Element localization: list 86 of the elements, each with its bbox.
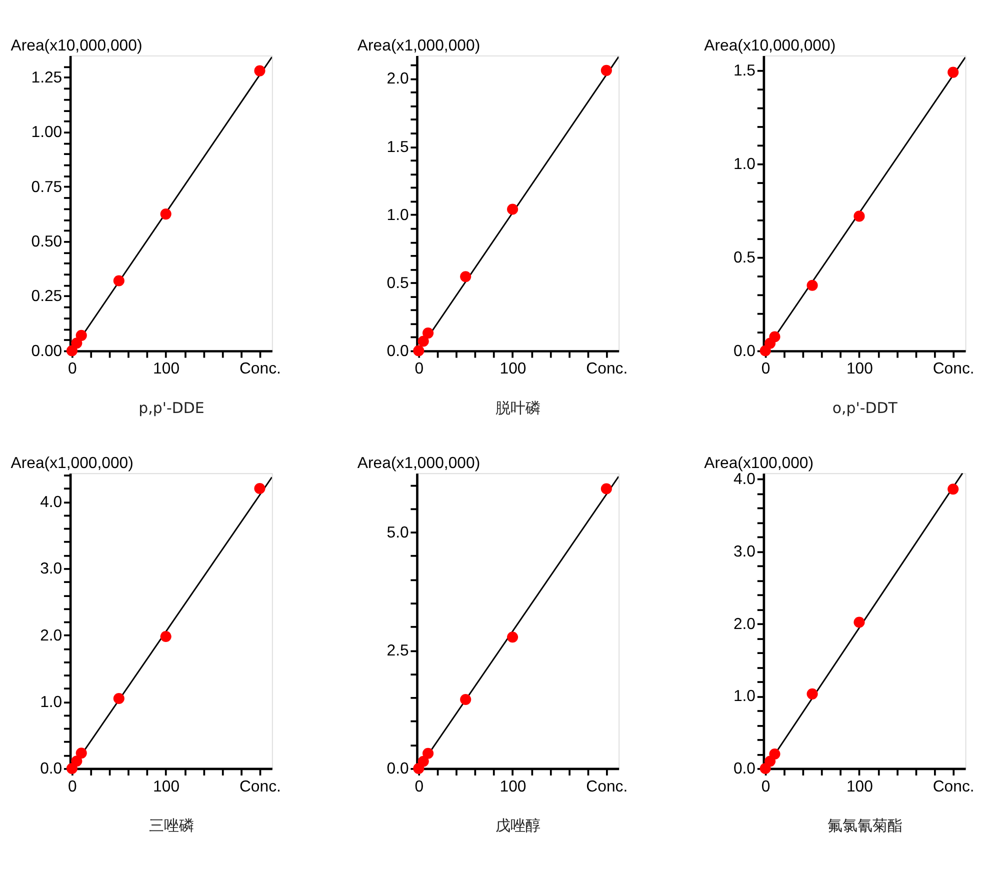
x-tick-label: 0 (414, 360, 424, 378)
x-tick-label: Conc. (586, 360, 628, 378)
x-tick-label: 0 (761, 778, 770, 796)
point (71, 756, 82, 767)
y-tick-label: 2.0 (40, 627, 62, 644)
x-tick-label: 0 (68, 360, 78, 378)
y-tick-label: 0.0 (733, 342, 756, 360)
point (76, 330, 87, 341)
point (460, 271, 472, 282)
x-tick-label: 100 (500, 360, 526, 378)
y-tick-label: 0.75 (31, 178, 62, 196)
x-axis-title: p,p'-DDE (138, 398, 204, 417)
point (769, 331, 780, 342)
point (71, 338, 82, 349)
y-tick-label: 2.0 (386, 70, 409, 88)
y-tick-label: 4.0 (733, 471, 756, 488)
x-tick-label: 0 (761, 360, 770, 378)
point (254, 482, 266, 494)
point (806, 280, 818, 291)
y-tick-label: 1.25 (31, 69, 62, 86)
x-tick-label: Conc. (932, 360, 974, 378)
y-tick-label: 0.0 (386, 342, 409, 360)
point (418, 336, 429, 347)
point (422, 328, 434, 339)
point (460, 694, 472, 706)
x-axis-title: 脱叶磷 (496, 398, 541, 417)
y-axis-title: Area(x1,000,000) (10, 455, 134, 472)
x-axis-title: 戊唑醇 (496, 816, 541, 835)
y-tick-label: 0.5 (386, 274, 409, 292)
y-tick-label: 0.0 (40, 760, 62, 778)
x-tick-label: 100 (846, 778, 874, 796)
x-axis-title: 氟氯氰菊酯 (827, 816, 902, 835)
point (507, 204, 518, 215)
y-tick-label: 1.0 (40, 694, 62, 711)
x-tick-label: Conc. (239, 360, 281, 378)
x-tick-label: 100 (500, 778, 526, 796)
point (76, 748, 87, 759)
y-axis-title: Area(x100,000) (704, 455, 814, 472)
x-axis-title: 三唑磷 (148, 816, 194, 835)
point (422, 748, 434, 759)
y-tick-label: 1.00 (31, 124, 62, 142)
point (600, 483, 612, 494)
y-tick-label: 2.0 (733, 616, 756, 633)
y-tick-label: 1.0 (386, 206, 409, 224)
point (160, 208, 172, 220)
y-tick-label: 3.0 (733, 543, 756, 560)
point (113, 692, 124, 704)
y-tick-label: 5.0 (386, 524, 409, 542)
point (160, 630, 172, 642)
point (854, 210, 865, 222)
point (113, 275, 124, 286)
y-tick-label: 1.5 (386, 138, 409, 156)
y-tick-label: 0.0 (733, 760, 756, 778)
x-tick-label: 0 (414, 778, 424, 796)
y-tick-label: 0.5 (733, 249, 756, 266)
point (507, 632, 518, 643)
point (948, 484, 959, 495)
y-tick-label: 3.0 (40, 560, 62, 578)
point (948, 66, 959, 78)
point (600, 64, 612, 76)
y-tick-label: 1.5 (733, 62, 756, 80)
x-axis-title: o,p'-DDT (832, 398, 898, 417)
y-tick-label: 0.0 (386, 760, 409, 778)
y-tick-label: 2.5 (386, 642, 409, 660)
x-tick-label: 0 (68, 778, 78, 796)
x-tick-label: Conc. (932, 778, 974, 796)
x-tick-label: 100 (153, 778, 180, 796)
point (418, 756, 429, 767)
point (769, 748, 780, 760)
x-tick-label: Conc. (239, 778, 281, 796)
y-tick-label: 0.00 (31, 342, 62, 360)
x-tick-label: 100 (846, 360, 874, 378)
y-tick-label: 0.25 (31, 288, 62, 306)
y-tick-label: 0.50 (31, 234, 62, 251)
y-axis-title: Area(x1,000,000) (357, 455, 480, 472)
y-tick-label: 4.0 (40, 494, 62, 511)
y-tick-label: 1.0 (733, 156, 756, 174)
x-tick-label: 100 (153, 360, 180, 378)
y-axis-title: Area(x1,000,000) (357, 37, 480, 54)
y-axis-title: Area(x10,000,000) (704, 37, 836, 54)
point (854, 616, 865, 628)
y-tick-label: 1.0 (733, 688, 756, 706)
point (806, 688, 818, 700)
point (254, 65, 266, 76)
y-axis-title: Area(x10,000,000) (10, 37, 142, 54)
x-tick-label: Conc. (586, 778, 628, 796)
